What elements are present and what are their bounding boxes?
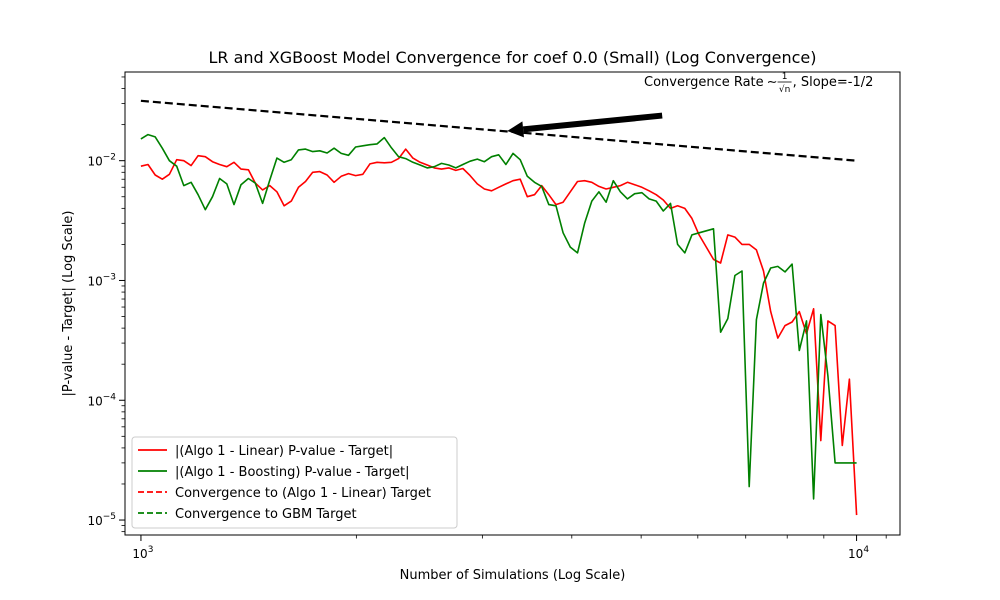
series-line-linear bbox=[140, 148, 858, 516]
reference-line-slope bbox=[140, 99, 857, 162]
convergence-annotation: Convergence Rate ∼ 1 √n, Slope=-1/2 bbox=[507, 72, 874, 138]
y-tick-label: 10−3 bbox=[87, 272, 116, 288]
x-axis-label: Number of Simulations (Log Scale) bbox=[400, 568, 626, 583]
y-tick-label: 10−4 bbox=[87, 392, 116, 408]
annotation-symbol: ∼ bbox=[767, 75, 778, 90]
series-line-boosting bbox=[140, 133, 857, 500]
arrow-head bbox=[507, 121, 524, 138]
annotation-fraction-numerator: 1 bbox=[782, 72, 788, 82]
y-tick-label: 10−2 bbox=[87, 153, 116, 169]
legend-label: Convergence to (Algo 1 - Linear) Target bbox=[175, 486, 431, 501]
legend-label: |(Algo 1 - Boosting) P-value - Target| bbox=[175, 465, 409, 480]
annotation-slope-text: , Slope=-1/2 bbox=[793, 75, 874, 90]
plot-area bbox=[140, 99, 858, 516]
y-tick-label: 10−5 bbox=[87, 512, 116, 528]
x-tick-label: 104 bbox=[848, 545, 869, 561]
chart-title: LR and XGBoost Model Convergence for coe… bbox=[208, 48, 816, 67]
legend-label: |(Algo 1 - Linear) P-value - Target| bbox=[175, 444, 393, 459]
annotation-fraction-denominator: √n bbox=[779, 84, 790, 95]
x-tick-label: 103 bbox=[132, 545, 153, 561]
arrow-shaft bbox=[522, 112, 663, 133]
legend-label: Convergence to GBM Target bbox=[175, 507, 357, 522]
annotation-text: Convergence Rate bbox=[644, 75, 764, 90]
legend: |(Algo 1 - Linear) P-value - Target| |(Al… bbox=[131, 436, 458, 529]
plot-frame bbox=[124, 71, 901, 536]
y-axis-label: |P-value - Target| (Log Scale) bbox=[61, 211, 76, 397]
axis-ticks: 103 104 10−5 10−4 10−3 10−2 bbox=[87, 76, 887, 561]
legend-box bbox=[131, 436, 458, 529]
